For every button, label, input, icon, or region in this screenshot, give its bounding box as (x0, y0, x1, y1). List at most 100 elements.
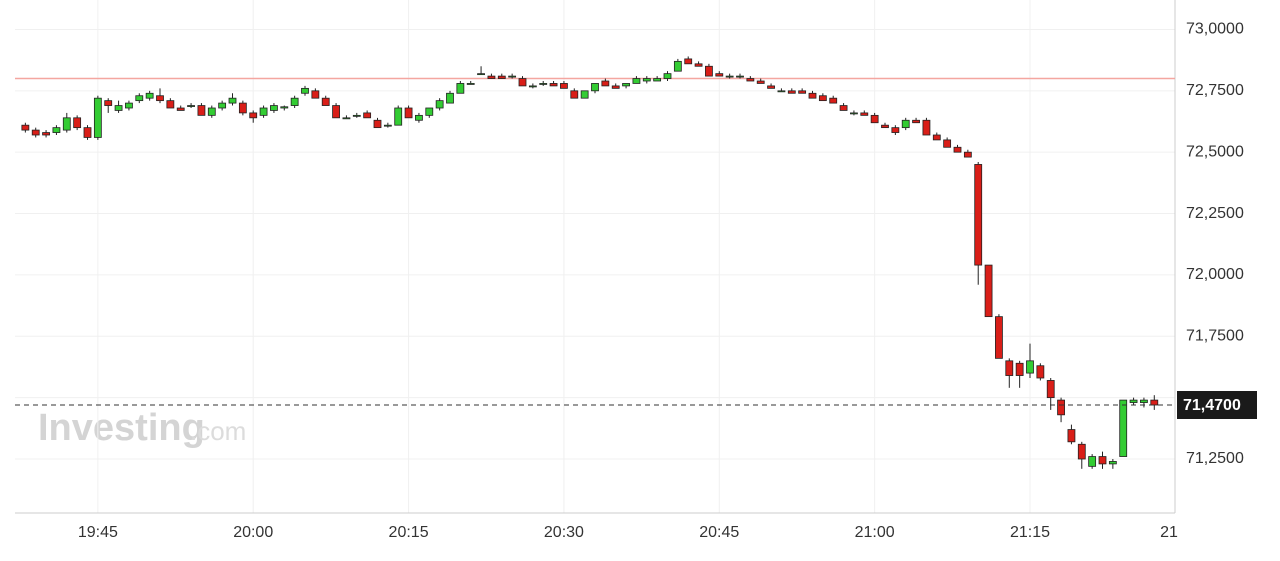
x-tick-label: 19:45 (78, 524, 118, 541)
candle-body (477, 73, 485, 76)
candle-body (1026, 360, 1034, 374)
candle-body (404, 107, 413, 119)
x-tick-label: 20:00 (233, 524, 273, 541)
candle-body (818, 95, 827, 102)
candle-body (228, 97, 237, 104)
candle-body (62, 117, 71, 131)
candle-body (425, 107, 434, 116)
candle-body (249, 112, 258, 119)
candle-body (756, 80, 765, 84)
candle-body (31, 129, 40, 136)
x-tick-label: 21 (1160, 524, 1178, 541)
x-tick-label: 20:15 (389, 524, 429, 541)
candle-body (943, 139, 952, 148)
candle-body (1098, 456, 1107, 465)
candle-body (497, 75, 506, 79)
y-tick-label: 72,2500 (1186, 205, 1244, 222)
candle-body (705, 65, 713, 77)
candle-body (1140, 399, 1148, 403)
candle-body (125, 102, 133, 109)
candle-body (156, 95, 164, 102)
candle-body (394, 107, 403, 126)
candle-body (104, 100, 113, 106)
candle-body (829, 97, 838, 104)
candle-body (1129, 399, 1138, 403)
candle-body (870, 114, 879, 124)
candle-body (560, 83, 568, 89)
y-tick-label: 72,0000 (1186, 266, 1244, 283)
candle-body (373, 119, 382, 129)
candle-body (632, 78, 641, 84)
candle-body (135, 95, 144, 102)
candle-body (746, 78, 755, 82)
candle-body (570, 90, 579, 99)
candle-body (456, 83, 465, 94)
watermark: Investing (38, 407, 205, 449)
candle-body (73, 117, 82, 129)
candle-body (466, 83, 475, 85)
candle-body (446, 92, 454, 104)
candle-body (508, 75, 517, 78)
candle-body (622, 83, 630, 87)
candle-body (21, 124, 30, 131)
candle-body (280, 106, 289, 109)
candle-body (539, 83, 548, 85)
candle-body (798, 90, 807, 94)
x-tick-label: 21:15 (1010, 524, 1050, 541)
candle-body (114, 105, 123, 111)
candle-body (321, 97, 330, 106)
candle-body (83, 127, 92, 138)
candle-body (383, 124, 392, 127)
candle-body (1015, 362, 1024, 376)
candle-body (860, 112, 869, 116)
y-tick-label: 72,7500 (1186, 82, 1244, 99)
candle-body (1005, 360, 1014, 376)
candle-body (601, 80, 610, 87)
candle-body (52, 127, 61, 133)
candle-body (1119, 399, 1128, 457)
candle-body (715, 73, 724, 77)
candle-body (611, 85, 620, 89)
candle-body (963, 151, 972, 158)
candle-body (218, 102, 227, 109)
candle-body (881, 124, 889, 129)
candle-body (238, 102, 247, 114)
candle-body (1067, 429, 1076, 443)
candle-body (93, 97, 102, 138)
y-tick-label: 71,2500 (1186, 450, 1244, 467)
candle-body (777, 90, 786, 93)
candle-body (415, 114, 423, 121)
candle-body (332, 105, 340, 119)
candle-body (694, 63, 703, 67)
x-tick-label: 20:45 (699, 524, 739, 541)
candle-body (270, 105, 278, 111)
candle-body (1150, 399, 1159, 406)
current-price-label: 71,4700 (1183, 397, 1241, 414)
candle-body (207, 107, 216, 116)
candle-body (1108, 461, 1117, 465)
candle-body (912, 119, 920, 124)
candle-body (1036, 365, 1045, 379)
candle-body (984, 264, 993, 318)
candle-body (850, 112, 858, 115)
candle-body (725, 75, 734, 78)
candle-body (528, 85, 537, 88)
candle-body (363, 112, 372, 119)
candle-body (487, 75, 496, 79)
y-tick-label: 72,5000 (1186, 143, 1244, 160)
y-tick-label: 71,7500 (1186, 327, 1244, 344)
candle-body (290, 97, 299, 106)
candle-body (891, 127, 900, 133)
candle-body (197, 105, 206, 116)
candle-body (301, 87, 309, 94)
x-tick-label: 21:00 (855, 524, 895, 541)
candle-body (663, 73, 672, 79)
candle-body (653, 78, 662, 82)
candle-body (435, 100, 444, 109)
candle-body (736, 75, 744, 78)
candle-body (974, 164, 983, 266)
candle-body (684, 58, 693, 65)
candle-body (176, 107, 185, 111)
watermark-suffix: .com (190, 416, 246, 446)
